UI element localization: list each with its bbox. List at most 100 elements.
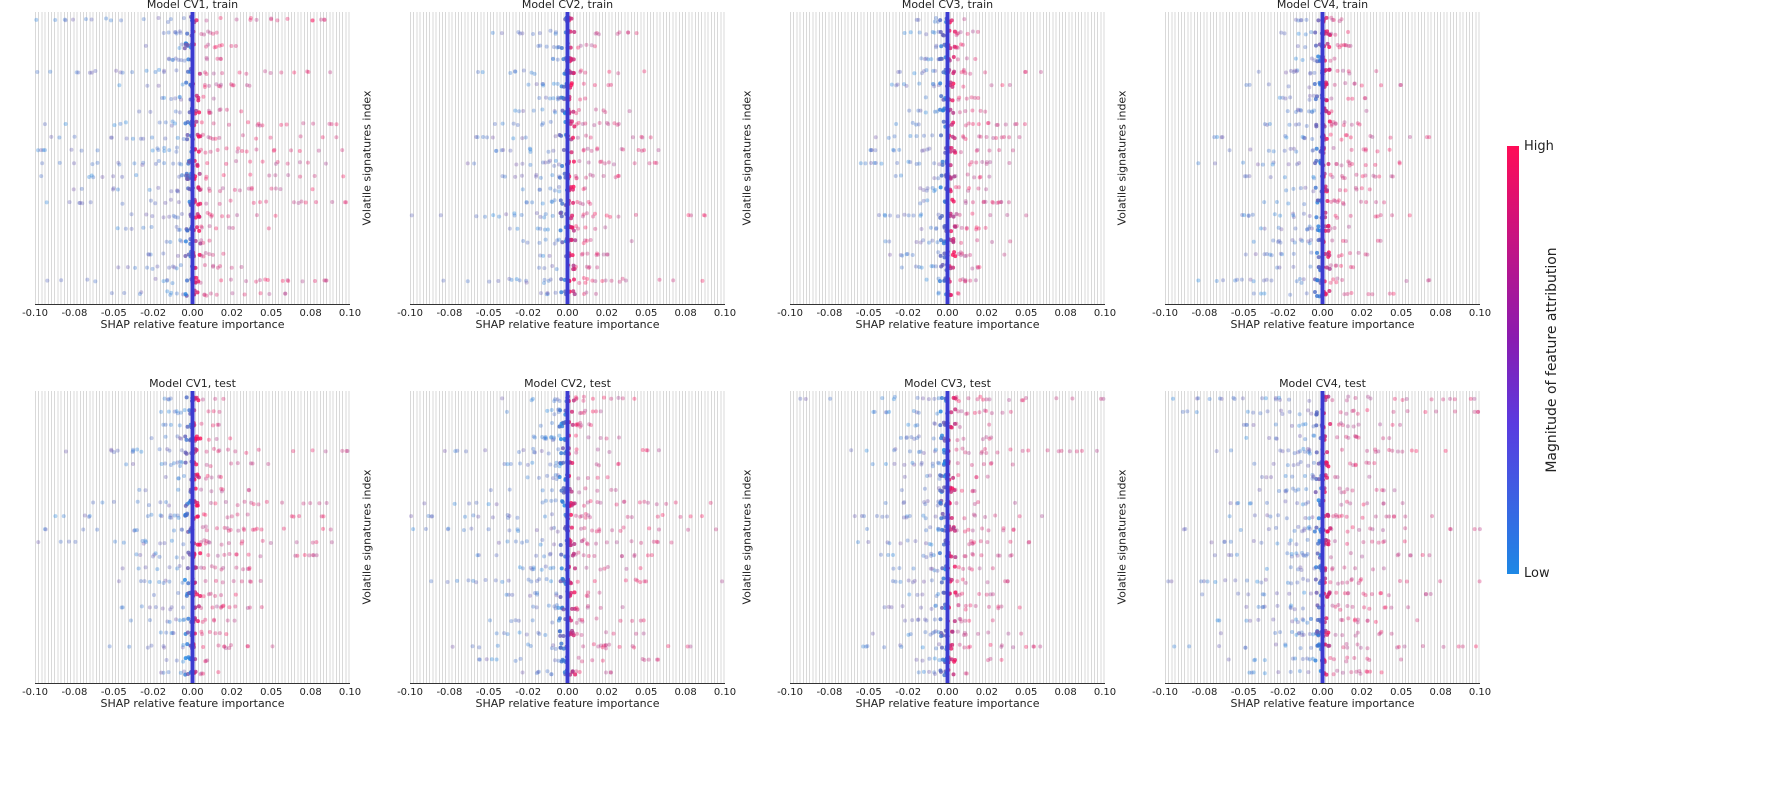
data-point [1213,161,1218,166]
subplot: Model CV2, train Volatile signatures ind… [361,0,755,378]
data-point [929,553,934,558]
data-point [1359,577,1364,582]
data-point [1309,109,1314,114]
data-point [932,629,937,634]
data-point [1342,490,1347,495]
data-point [149,643,154,648]
data-point [572,590,577,595]
data-point [638,618,643,623]
data-point [931,264,936,269]
data-point [959,240,964,245]
data-point [927,146,932,151]
data-point [203,541,208,546]
data-point [273,186,278,191]
data-point [215,56,220,61]
data-point [871,409,876,414]
data-point [1300,58,1305,63]
data-point [1295,107,1300,112]
data-point [137,487,142,492]
data-point [593,279,598,284]
data-point [1373,619,1378,624]
data-point [902,462,907,467]
data-point [1288,669,1293,674]
data-point [949,229,954,234]
data-point [614,502,619,507]
data-point [970,489,975,494]
data-point [623,278,628,283]
data-point [581,553,586,558]
data-point [426,514,431,519]
data-point [1269,253,1274,258]
data-point [1349,578,1354,583]
data-point [1309,411,1314,416]
data-point [920,148,925,153]
data-point [999,657,1004,662]
data-point [638,566,643,571]
data-point [958,150,963,155]
x-axis-label: SHAP relative feature importance [475,318,660,331]
data-point [1291,69,1296,74]
data-point [941,241,946,246]
data-point [193,486,198,491]
data-point [1392,488,1397,493]
data-point [1363,148,1368,153]
data-point [963,607,968,612]
data-point [981,462,986,467]
data-point [940,511,945,516]
data-point [1288,95,1293,100]
data-point [1303,437,1308,442]
data-point [1336,254,1341,259]
data-point [194,503,199,508]
data-point [575,422,580,427]
data-point [1356,581,1361,586]
data-point [201,594,206,599]
data-point [936,396,941,401]
data-point [109,18,114,23]
data-point [1370,567,1375,572]
data-point [1024,213,1029,218]
data-point [559,290,564,295]
data-point [595,475,600,480]
data-point [1286,448,1291,453]
data-point [1295,68,1300,73]
data-point [279,122,284,127]
data-point [1074,449,1079,454]
data-point [669,540,674,545]
data-point [201,94,206,99]
data-point [116,160,121,165]
data-point [1415,618,1420,623]
data-point [593,107,598,112]
data-point [153,201,158,206]
x-axis-label: SHAP relative feature importance [100,697,285,710]
data-point [1296,18,1301,23]
data-point [556,605,561,610]
data-point [496,540,501,545]
data-point [991,200,996,205]
data-point [1283,96,1288,101]
data-point [166,397,171,402]
data-point [1456,644,1461,649]
data-point [949,646,954,651]
data-point [608,670,613,675]
data-point [199,671,204,676]
data-point [211,121,216,126]
data-point [999,644,1004,649]
data-point [184,513,189,518]
data-point [592,44,597,49]
data-point [963,580,968,585]
data-point [291,200,296,205]
data-point [1361,147,1366,152]
data-point [521,448,526,453]
data-point [938,238,943,243]
data-point [204,201,209,206]
data-point [581,187,586,192]
data-point [42,122,47,127]
data-point [340,448,345,453]
data-point [930,461,935,466]
data-point [41,148,46,153]
data-point [963,554,968,559]
data-point [596,252,601,257]
data-point [886,604,891,609]
data-point [1397,161,1402,166]
data-point [163,474,168,479]
